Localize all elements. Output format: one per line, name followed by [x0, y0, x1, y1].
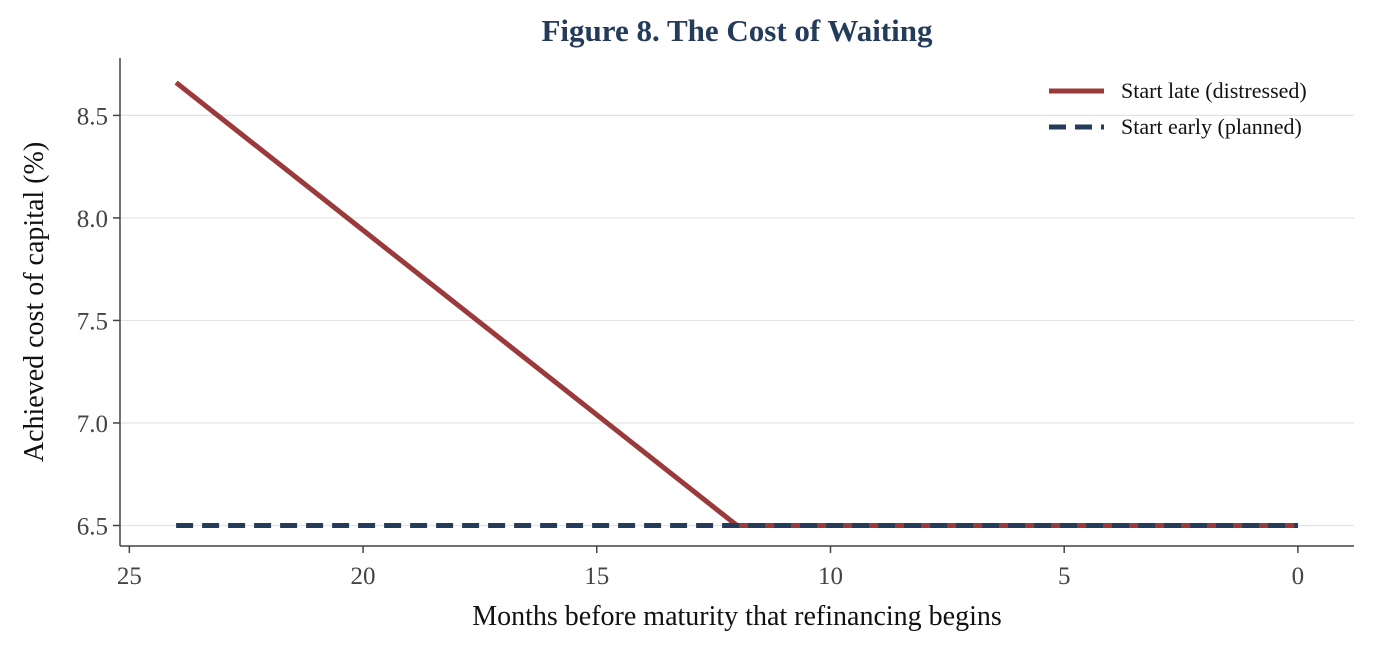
x-axis-label: Months before maturity that refinancing … [472, 601, 1002, 632]
x-tick-label: 10 [818, 563, 843, 590]
grid [120, 114, 1354, 527]
x-tick-label: 5 [1058, 563, 1071, 590]
x-tick-label: 15 [584, 563, 609, 590]
chart-title: Figure 8. The Cost of Waiting [542, 13, 933, 48]
y-tick-label: 8.0 [77, 206, 108, 233]
legend: Start late (distressed) Start early (plan… [1049, 78, 1307, 139]
series-line-start-late [174, 80, 1298, 528]
y-tick-label: 6.5 [77, 513, 108, 540]
x-tick-label: 0 [1292, 563, 1305, 590]
axes: 6.5 7.0 7.5 8.0 8.5 25 20 15 10 5 0 [77, 58, 1354, 590]
legend-label: Start early (planned) [1121, 114, 1302, 139]
legend-label: Start late (distressed) [1121, 78, 1307, 103]
x-tick-label: 20 [351, 563, 376, 590]
y-axis-label: Achieved cost of capital (%) [19, 142, 50, 462]
y-tick-label: 7.5 [77, 308, 108, 335]
y-tick-label: 8.5 [77, 103, 108, 130]
x-tick-label: 25 [117, 563, 142, 590]
y-tick-label: 7.0 [77, 411, 108, 438]
series-layer [174, 80, 1298, 528]
